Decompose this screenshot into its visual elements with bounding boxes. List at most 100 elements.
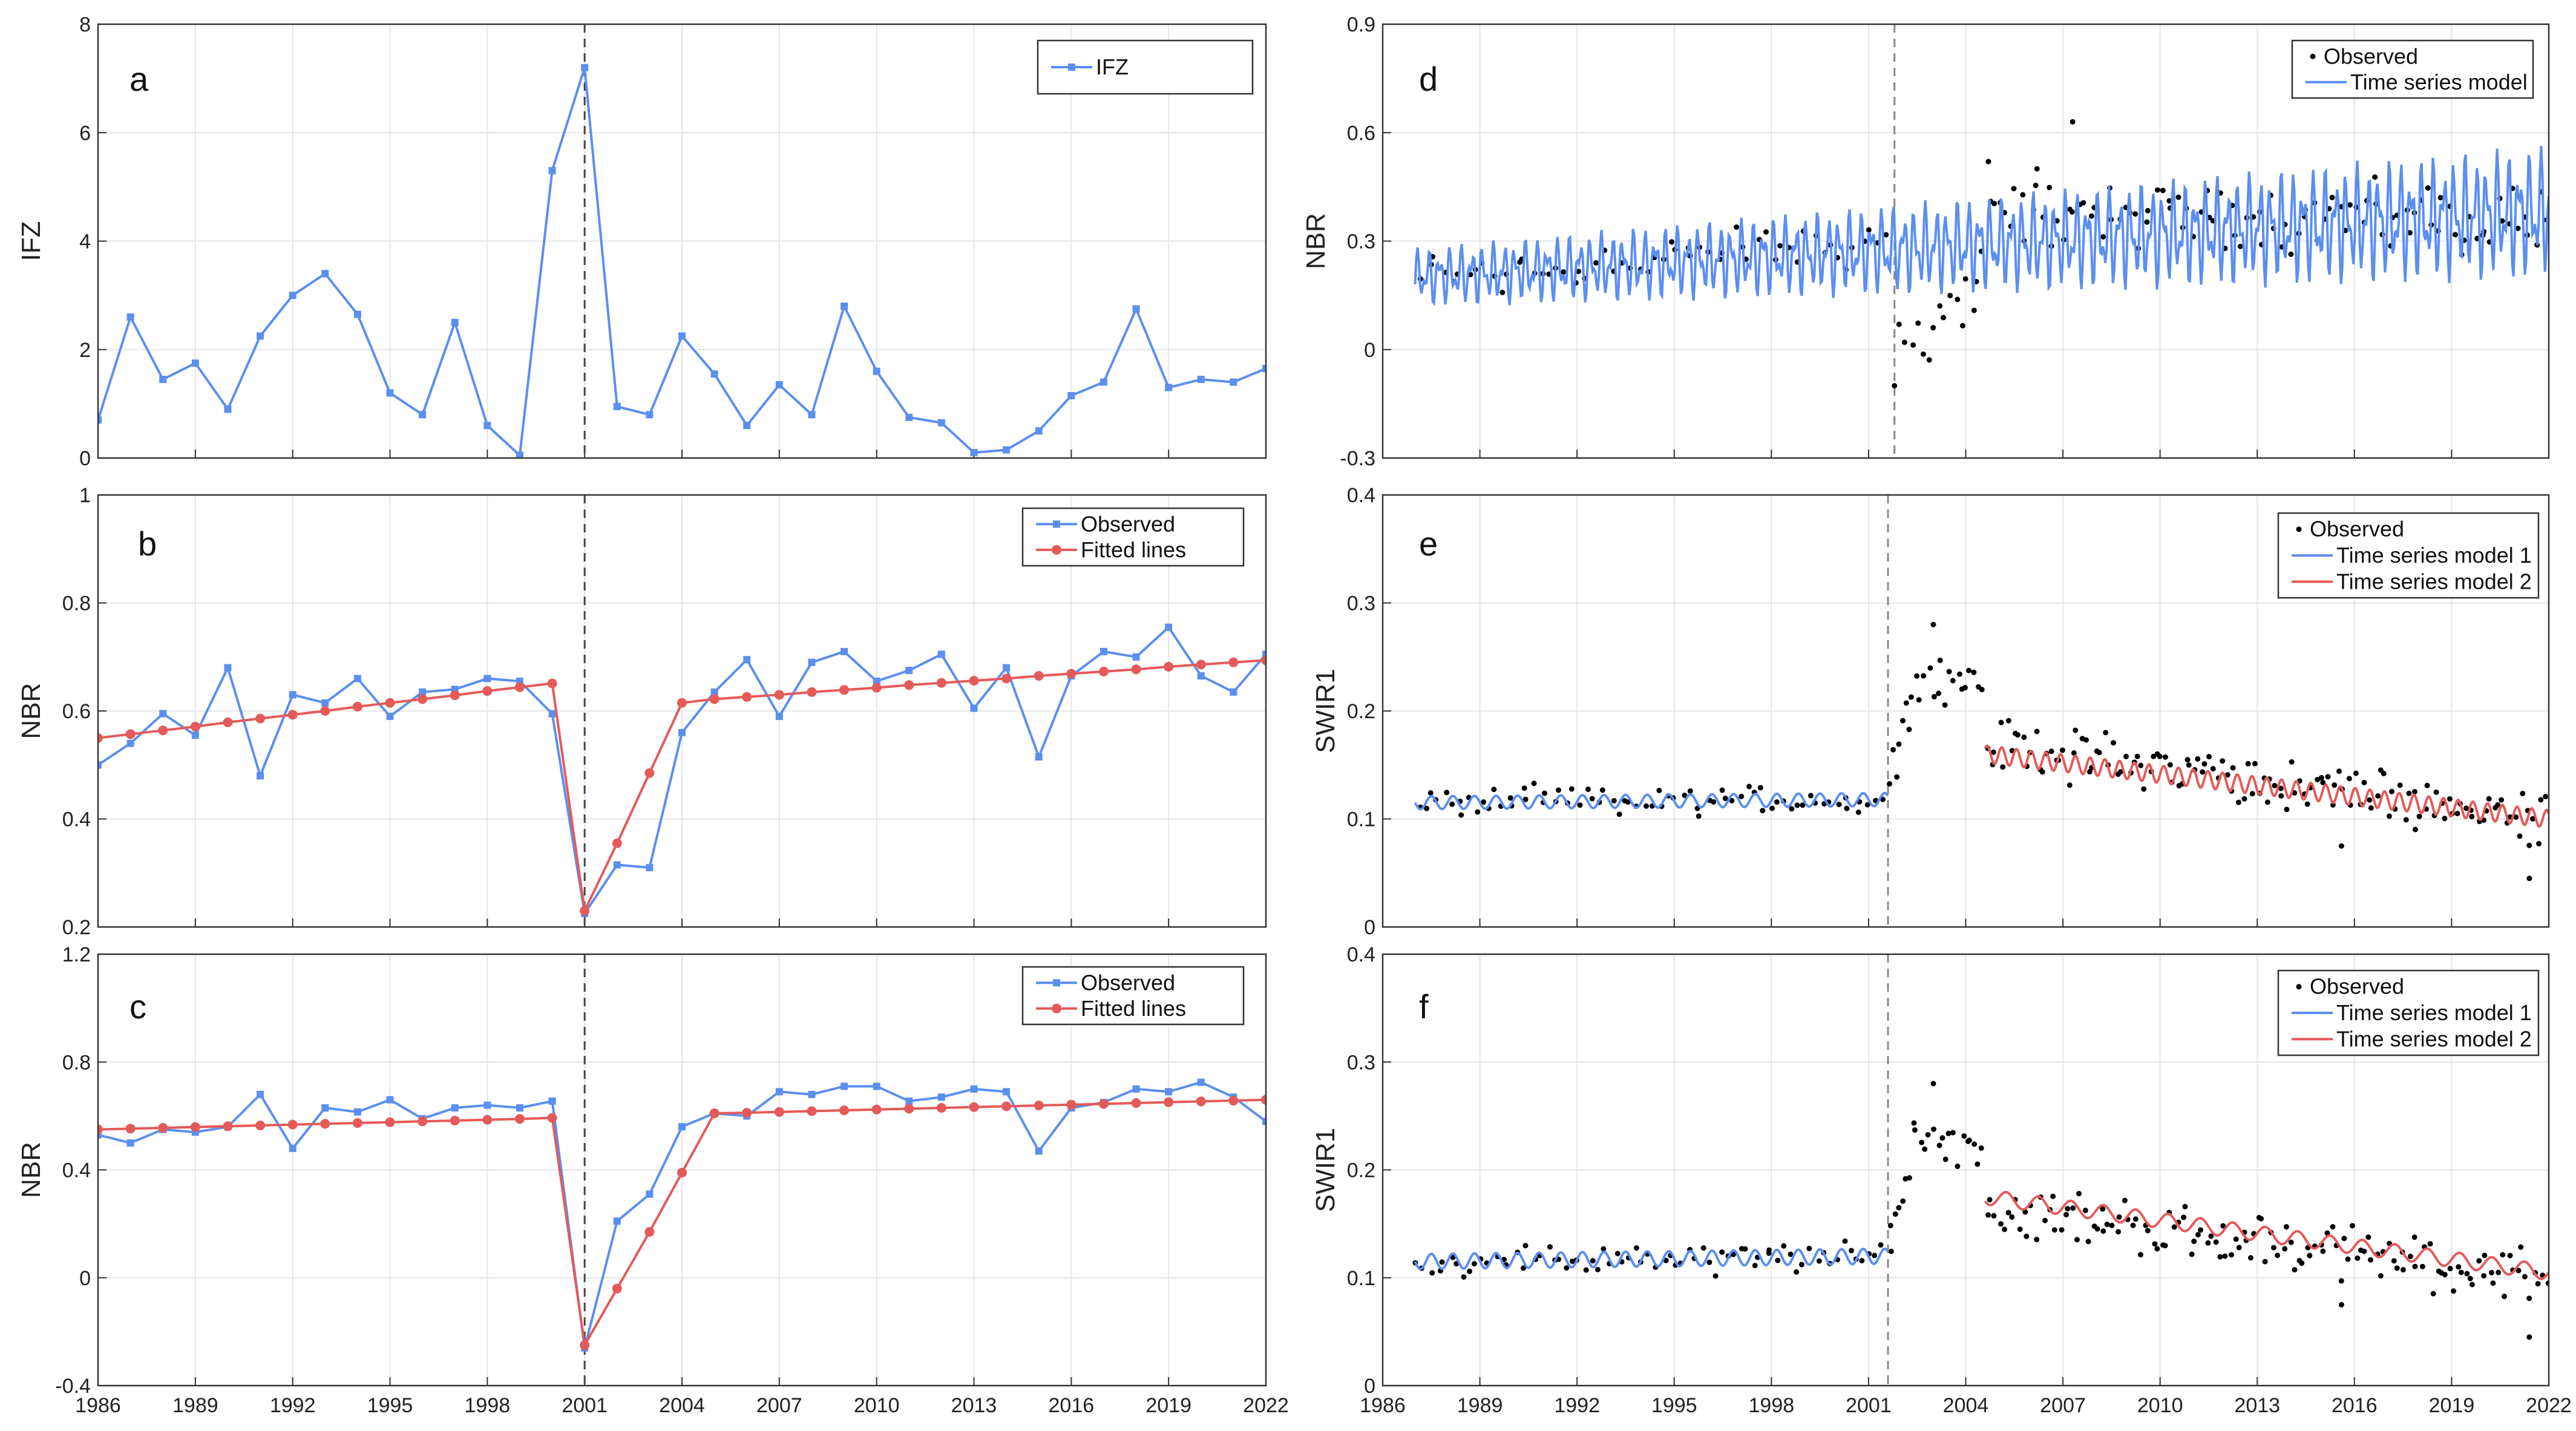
x-tick-label: 1986 bbox=[1360, 1394, 1406, 1417]
observed-point bbox=[1777, 243, 1783, 249]
observed-point bbox=[2427, 1241, 2433, 1247]
model-line-time-series-model bbox=[1414, 146, 2549, 306]
y-tick-label: -0.4 bbox=[55, 1375, 91, 1398]
observed-point bbox=[1930, 1081, 1936, 1087]
observed-point bbox=[1937, 303, 1943, 309]
fitted-point bbox=[742, 1108, 752, 1118]
x-tick-label: 2007 bbox=[2040, 1394, 2086, 1417]
fitted-point bbox=[158, 1122, 168, 1133]
y-axis-label: NBR bbox=[16, 683, 46, 739]
fitted-point bbox=[320, 706, 330, 716]
observed-point bbox=[1429, 1270, 1435, 1276]
observed-point bbox=[1962, 684, 1968, 690]
y-tick-label: 0.3 bbox=[1347, 592, 1375, 615]
x-tick-label: 1998 bbox=[1749, 1394, 1795, 1417]
observed-point bbox=[1979, 687, 1985, 693]
observed-point bbox=[2456, 1264, 2462, 1270]
observed-point bbox=[2272, 782, 2278, 788]
observed-point bbox=[1556, 787, 1562, 793]
observed-point bbox=[2237, 243, 2243, 249]
observed-point bbox=[1794, 802, 1800, 808]
fitted-point bbox=[1131, 1098, 1141, 1108]
observed-point bbox=[710, 370, 718, 378]
legend-label: Observed bbox=[2324, 44, 2418, 68]
observed-point bbox=[2116, 1214, 2122, 1220]
observed-point bbox=[1961, 1133, 1967, 1139]
fitted-point bbox=[839, 685, 850, 695]
observed-point bbox=[1458, 812, 1464, 818]
observed-point bbox=[2412, 827, 2418, 833]
observed-point bbox=[1100, 647, 1107, 655]
observed-point bbox=[1900, 1198, 1906, 1204]
fitted-point bbox=[1164, 661, 1174, 672]
observed-point bbox=[2034, 729, 2040, 735]
panel-label: e bbox=[1419, 525, 1438, 563]
x-tick-label: 1992 bbox=[270, 1394, 316, 1417]
observed-point bbox=[257, 332, 264, 340]
x-tick-label: 1995 bbox=[1651, 1394, 1697, 1417]
observed-point bbox=[2130, 1222, 2136, 1228]
observed-point bbox=[2529, 816, 2535, 822]
fitted-point bbox=[1066, 1099, 1077, 1110]
observed-point bbox=[1132, 1085, 1140, 1093]
observed-point bbox=[2518, 1244, 2524, 1250]
observed-point bbox=[1922, 1146, 1928, 1152]
legend-label: IFZ bbox=[1096, 54, 1129, 79]
observed-point bbox=[1844, 805, 1850, 811]
observed-point bbox=[2205, 1240, 2211, 1246]
observed-point bbox=[191, 359, 199, 367]
observed-point bbox=[2110, 740, 2116, 746]
y-tick-label: 1.2 bbox=[62, 943, 91, 966]
observed-point bbox=[2151, 753, 2157, 759]
observed-point bbox=[1987, 1197, 1993, 1203]
legend-label: Observed bbox=[1081, 970, 1175, 995]
observed-point bbox=[2284, 807, 2290, 813]
observed-point bbox=[1734, 224, 1740, 230]
observed-point bbox=[98, 416, 102, 424]
observed-point bbox=[1449, 801, 1455, 807]
observed-point bbox=[2047, 185, 2053, 191]
observed-point bbox=[1864, 802, 1870, 808]
observed-point bbox=[1663, 1257, 1669, 1263]
observed-point bbox=[808, 1090, 816, 1098]
observed-point bbox=[1887, 1223, 1893, 1229]
y-tick-label: 0 bbox=[1364, 916, 1375, 939]
observed-point bbox=[2336, 768, 2342, 774]
observed-point bbox=[2507, 1253, 2513, 1259]
observed-point bbox=[2536, 840, 2542, 846]
observed-point bbox=[2458, 1269, 2464, 1275]
panel-c: -0.4 0 0.4 0.8 1.2 1986 1989 1992 1995 1998 2001 20… bbox=[16, 943, 1289, 1417]
observed-point bbox=[2282, 1246, 2288, 1252]
panel-label: d bbox=[1419, 60, 1438, 98]
observed-point bbox=[1700, 1245, 1706, 1251]
observed-point bbox=[1936, 1142, 1942, 1148]
y-tick-label: 0.4 bbox=[62, 808, 91, 831]
observed-point bbox=[1985, 1212, 1991, 1218]
observed-point bbox=[2433, 789, 2439, 795]
observed-point bbox=[2034, 166, 2040, 172]
observed-point bbox=[1687, 788, 1693, 794]
observed-point bbox=[2137, 1252, 2143, 1258]
observed-point bbox=[1067, 391, 1075, 399]
fitted-point bbox=[1228, 1095, 1239, 1105]
legend-box bbox=[1021, 966, 1245, 1026]
observed-point bbox=[2059, 747, 2065, 753]
observed-point bbox=[1985, 159, 1991, 165]
observed-point bbox=[2245, 761, 2251, 767]
observed-point bbox=[2230, 765, 2236, 771]
observed-point bbox=[775, 712, 783, 720]
observed-point bbox=[1481, 799, 1487, 805]
observed-point bbox=[2198, 1227, 2204, 1233]
observed-point bbox=[1165, 623, 1173, 631]
observed-point bbox=[2407, 1254, 2413, 1260]
x-tick-label: 2001 bbox=[562, 1394, 608, 1417]
observed-point bbox=[2482, 1253, 2488, 1259]
observed-point bbox=[905, 413, 913, 421]
observed-point bbox=[2526, 842, 2532, 848]
fitted-point bbox=[385, 1117, 395, 1127]
observed-point bbox=[1998, 1221, 2004, 1227]
observed-point bbox=[2515, 225, 2521, 231]
observed-point bbox=[841, 303, 848, 310]
model-line-time-series-model-1 bbox=[1414, 1247, 1889, 1271]
